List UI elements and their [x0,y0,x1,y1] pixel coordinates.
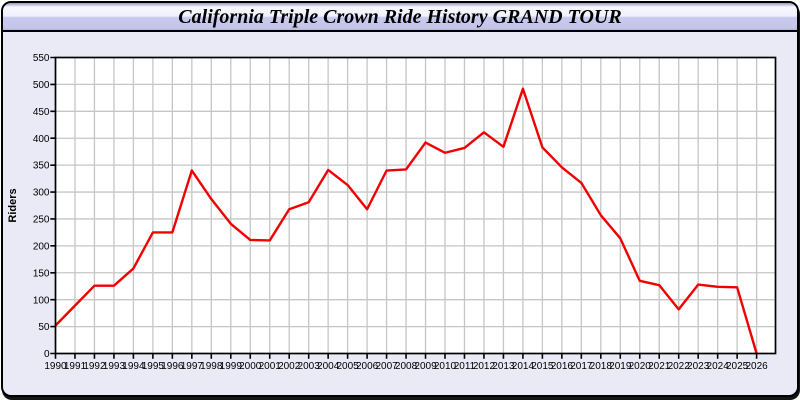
svg-text:50: 50 [38,322,50,333]
svg-text:2022: 2022 [668,361,691,372]
svg-text:2006: 2006 [356,361,379,372]
svg-text:2016: 2016 [551,361,574,372]
svg-text:2007: 2007 [375,361,398,372]
svg-text:2001: 2001 [259,361,282,372]
svg-text:Riders: Riders [7,188,19,222]
svg-text:1992: 1992 [83,361,106,372]
svg-text:2000: 2000 [239,361,262,372]
svg-text:2010: 2010 [434,361,457,372]
svg-text:1994: 1994 [122,361,145,372]
svg-text:550: 550 [33,53,50,64]
svg-text:1993: 1993 [103,361,126,372]
svg-text:450: 450 [33,107,50,118]
svg-text:400: 400 [33,134,50,145]
svg-text:2015: 2015 [531,361,554,372]
svg-text:2004: 2004 [317,361,340,372]
svg-text:350: 350 [33,161,50,172]
svg-text:2017: 2017 [570,361,593,372]
svg-text:1990: 1990 [44,361,67,372]
svg-text:1997: 1997 [181,361,204,372]
svg-text:1996: 1996 [161,361,184,372]
svg-text:1998: 1998 [200,361,223,372]
svg-text:1991: 1991 [64,361,87,372]
svg-text:2008: 2008 [395,361,418,372]
svg-text:2025: 2025 [726,361,749,372]
svg-text:100: 100 [33,295,50,306]
svg-text:2024: 2024 [707,361,730,372]
svg-text:2021: 2021 [648,361,671,372]
svg-text:2011: 2011 [454,361,476,372]
svg-text:2014: 2014 [512,361,535,372]
svg-text:500: 500 [33,80,50,91]
svg-text:2020: 2020 [629,361,652,372]
svg-text:2009: 2009 [414,361,437,372]
svg-text:300: 300 [33,188,50,199]
svg-text:2012: 2012 [473,361,496,372]
svg-text:2018: 2018 [590,361,613,372]
svg-text:2013: 2013 [492,361,515,372]
svg-text:250: 250 [33,215,50,226]
svg-text:2003: 2003 [298,361,321,372]
svg-text:1999: 1999 [220,361,243,372]
svg-text:2005: 2005 [336,361,359,372]
svg-text:2023: 2023 [687,361,710,372]
svg-text:150: 150 [33,268,50,279]
svg-text:2002: 2002 [278,361,301,372]
svg-text:2026: 2026 [745,361,768,372]
svg-text:0: 0 [44,349,50,360]
svg-text:200: 200 [33,241,50,252]
svg-text:1995: 1995 [142,361,165,372]
svg-text:2019: 2019 [609,361,632,372]
